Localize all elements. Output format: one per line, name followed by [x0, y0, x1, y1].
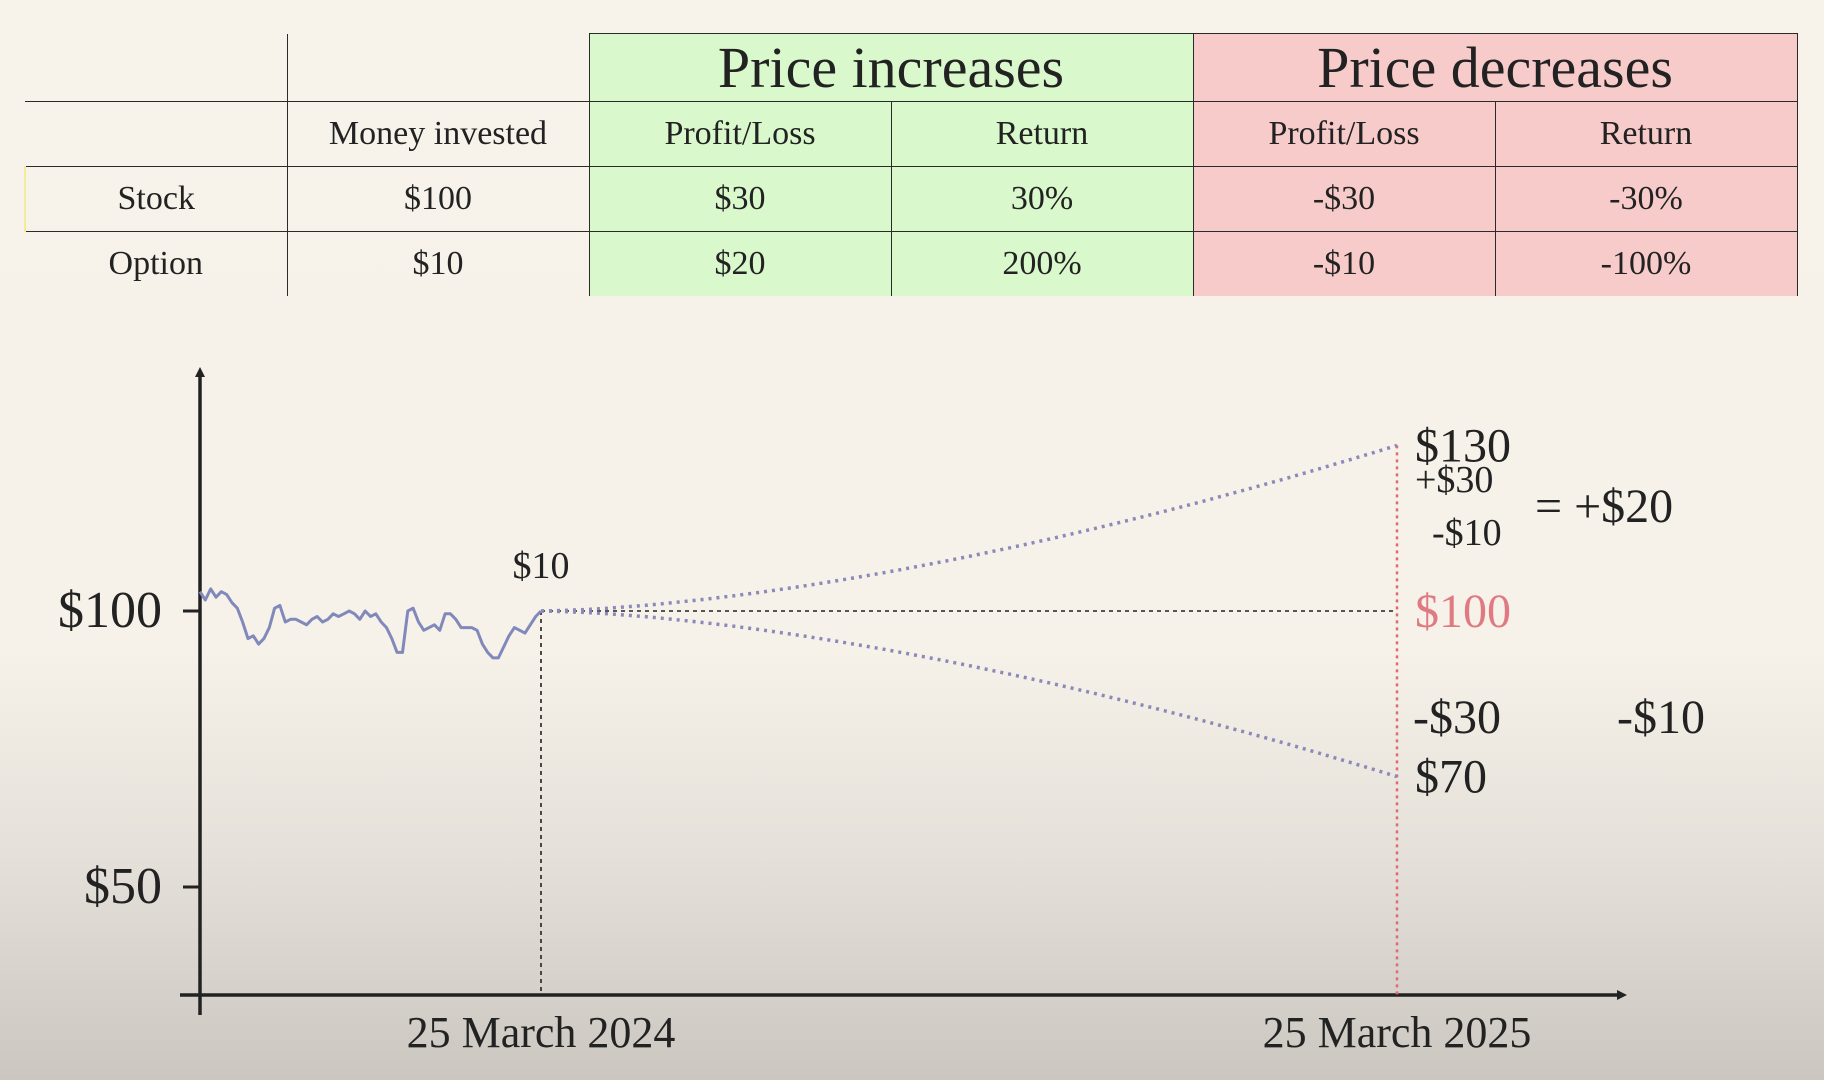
table-cell: -100%	[1494, 231, 1798, 296]
gain-result-label: = +$20	[1535, 480, 1673, 533]
strike-price-label: $100	[1415, 585, 1511, 638]
table-cell: $10	[286, 231, 590, 296]
table-cell: 30%	[890, 166, 1194, 232]
gain-annotation-line2: -$10	[1432, 512, 1502, 554]
table-row-stock: Stock $100 $30 30% -$30 -30%	[24, 166, 1798, 232]
column-header-increase-return: Return	[890, 101, 1194, 167]
projection-down-line	[540, 609, 1398, 779]
x-tick-label: 25 March 2025	[1263, 1008, 1532, 1057]
column-header-decrease-profit: Profit/Loss	[1192, 101, 1496, 167]
group-header-increase: Price increases	[588, 33, 1194, 102]
blank-cell	[25, 33, 288, 102]
row-label-stock: Stock	[24, 166, 288, 232]
table-cell: $30	[588, 166, 892, 232]
x-tick-label: 25 March 2024	[407, 1008, 676, 1057]
table-cell: $100	[286, 166, 590, 232]
down-end-label: $70	[1415, 751, 1487, 804]
table-cell: -30%	[1494, 166, 1798, 232]
table-row-option: Option $10 $20 200% -$10 -100%	[25, 231, 1798, 296]
group-header-row: Price increases Price decreases	[25, 33, 1798, 102]
row-label-option: Option	[25, 231, 288, 296]
gain-annotation-line1: +$30	[1415, 459, 1493, 501]
group-header-decrease: Price decreases	[1192, 33, 1798, 102]
projection-up-line	[540, 443, 1398, 613]
up-end-label: $130	[1415, 419, 1511, 472]
y-tick-label: $50	[84, 858, 162, 915]
column-header-money-invested: Money invested	[286, 101, 590, 167]
column-header-increase-profit: Profit/Loss	[588, 101, 892, 167]
price-history-line	[198, 587, 543, 660]
table-cell: -$10	[1192, 231, 1496, 296]
stock-loss-label: -$30	[1413, 691, 1501, 744]
comparison-table: Price increases Price decreases Money in…	[24, 33, 1798, 296]
y-tick-label: $100	[58, 582, 162, 639]
table-cell: $20	[588, 231, 892, 296]
blank-cell	[286, 33, 590, 102]
table-cell: -$30	[1192, 166, 1496, 232]
option-loss-label: -$10	[1617, 691, 1705, 744]
table-cell: 200%	[890, 231, 1194, 296]
option-cost-label: $10	[513, 545, 570, 587]
